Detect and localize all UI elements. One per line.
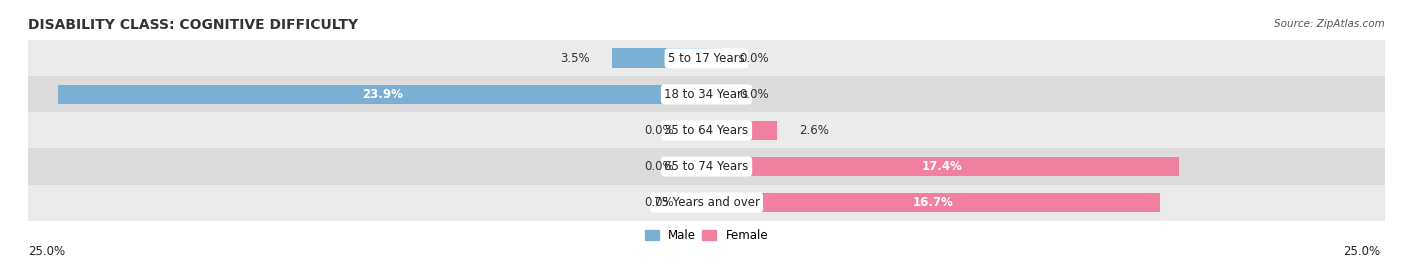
Legend: Male, Female: Male, Female (640, 225, 773, 247)
Bar (28, 40, 1385, 76)
Text: 25.0%: 25.0% (28, 245, 65, 258)
Text: 3.5%: 3.5% (560, 52, 591, 65)
Bar (696, 193, 707, 213)
Text: 75 Years and over: 75 Years and over (654, 196, 759, 209)
Bar (707, 193, 1160, 213)
Text: 18 to 34 Years: 18 to 34 Years (665, 88, 748, 101)
Bar (707, 121, 778, 140)
Text: Source: ZipAtlas.com: Source: ZipAtlas.com (1274, 19, 1385, 29)
Text: 65 to 74 Years: 65 to 74 Years (665, 160, 748, 173)
Bar (707, 157, 1178, 176)
Text: 25.0%: 25.0% (1344, 245, 1381, 258)
Text: 5 to 17 Years: 5 to 17 Years (668, 52, 745, 65)
Text: 17.4%: 17.4% (922, 160, 963, 173)
Text: 16.7%: 16.7% (912, 196, 953, 209)
Bar (696, 157, 707, 176)
Bar (28, 76, 1385, 112)
Text: 23.9%: 23.9% (361, 88, 402, 101)
Text: 0.0%: 0.0% (644, 160, 673, 173)
Bar (707, 48, 717, 68)
Bar (612, 48, 707, 68)
Text: 0.0%: 0.0% (740, 88, 769, 101)
Bar (58, 84, 707, 104)
Bar (696, 121, 707, 140)
Text: 2.6%: 2.6% (799, 124, 828, 137)
Text: 0.0%: 0.0% (644, 124, 673, 137)
Text: DISABILITY CLASS: COGNITIVE DIFFICULTY: DISABILITY CLASS: COGNITIVE DIFFICULTY (28, 18, 359, 32)
Bar (28, 112, 1385, 148)
Text: 35 to 64 Years: 35 to 64 Years (665, 124, 748, 137)
Bar (28, 185, 1385, 221)
Text: 0.0%: 0.0% (644, 196, 673, 209)
Bar (707, 84, 717, 104)
Bar (28, 148, 1385, 185)
Text: 0.0%: 0.0% (740, 52, 769, 65)
